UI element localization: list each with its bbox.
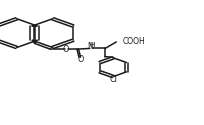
Text: N: N [87,42,93,51]
Text: H: H [89,42,94,48]
Text: O: O [77,55,84,64]
Text: Cl: Cl [109,75,117,84]
Text: COOH: COOH [122,37,145,46]
Text: O: O [62,45,69,54]
